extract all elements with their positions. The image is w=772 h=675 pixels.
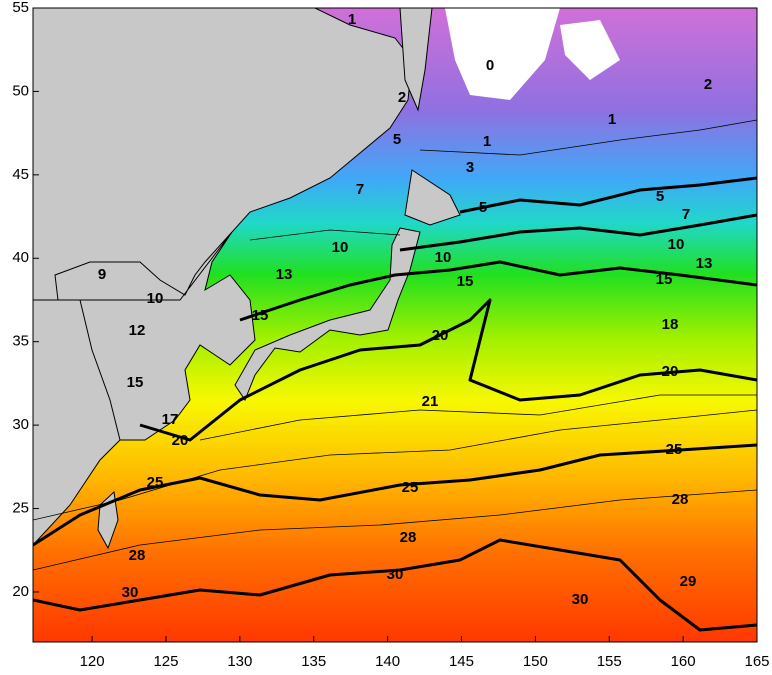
map-body <box>33 8 757 642</box>
x-tick-label: 120 <box>80 653 105 670</box>
x-tick-label: 135 <box>301 653 326 670</box>
contour-label: 10 <box>147 290 164 307</box>
contour-label: 17 <box>162 411 179 428</box>
contour-label: 1 <box>483 133 491 150</box>
contour-label: 28 <box>400 529 417 546</box>
x-tick-label: 165 <box>744 653 769 670</box>
land-japan <box>234 169 461 402</box>
contour-label: 9 <box>98 266 106 283</box>
y-tick-label: 45 <box>12 166 29 183</box>
contour-label: 5 <box>479 199 487 216</box>
contour-label: 25 <box>147 474 164 491</box>
contour-label: 1 <box>608 111 616 128</box>
contour-label: 12 <box>129 322 146 339</box>
land-asia <box>33 8 413 546</box>
contour-label: 10 <box>435 249 452 266</box>
y-tick-label: 50 <box>12 82 29 99</box>
land-kamchatka <box>399 8 433 112</box>
x-tick-label: 150 <box>523 653 548 670</box>
contour-label: 5 <box>393 131 401 148</box>
y-tick-label: 30 <box>12 416 29 433</box>
x-tick-label: 155 <box>597 653 622 670</box>
contour-label: 7 <box>356 181 364 198</box>
contour-label: 10 <box>332 239 349 256</box>
contour-label: 28 <box>672 491 689 508</box>
contour-label: 25 <box>402 479 419 496</box>
y-tick-label: 20 <box>12 583 29 600</box>
contour-label: 7 <box>682 206 690 223</box>
contour-label: 2 <box>398 89 406 106</box>
contour-label: 13 <box>276 266 293 283</box>
contour-label: 0 <box>486 57 494 74</box>
y-tick-label: 55 <box>12 0 29 16</box>
contour-label: 15 <box>457 273 474 290</box>
x-tick-label: 160 <box>671 653 696 670</box>
contour-label: 28 <box>129 547 146 564</box>
y-tick-label: 35 <box>12 333 29 350</box>
x-tick-label: 125 <box>153 653 178 670</box>
contour-label: 30 <box>572 591 589 608</box>
contour-label: 10 <box>668 236 685 253</box>
contour-label: 29 <box>680 573 697 590</box>
contour-label: 20 <box>172 432 189 449</box>
contour-label: 30 <box>122 584 139 601</box>
contour-label: 18 <box>662 316 679 333</box>
contour-label: 20 <box>432 327 449 344</box>
isotherms <box>33 119 757 632</box>
x-tick-label: 140 <box>375 653 400 670</box>
contour-label: 15 <box>656 271 673 288</box>
contour-label: 30 <box>387 566 404 583</box>
contour-label: 15 <box>252 307 269 324</box>
contour-label: 1 <box>348 11 356 28</box>
plot-frame <box>32 7 758 643</box>
contour-label: 25 <box>666 441 683 458</box>
y-tick-label: 25 <box>12 499 29 516</box>
x-tick-label: 145 <box>449 653 474 670</box>
contour-label: 13 <box>696 255 713 272</box>
y-tick-label: 40 <box>12 249 29 266</box>
x-tick-label: 130 <box>227 653 252 670</box>
contour-label: 21 <box>422 393 439 410</box>
contour-label: 2 <box>704 76 712 93</box>
contour-label: 20 <box>662 363 679 380</box>
contour-label: 3 <box>466 159 474 176</box>
no-data-area <box>445 8 620 100</box>
contour-label: 15 <box>127 374 144 391</box>
contour-label: 5 <box>656 188 664 205</box>
